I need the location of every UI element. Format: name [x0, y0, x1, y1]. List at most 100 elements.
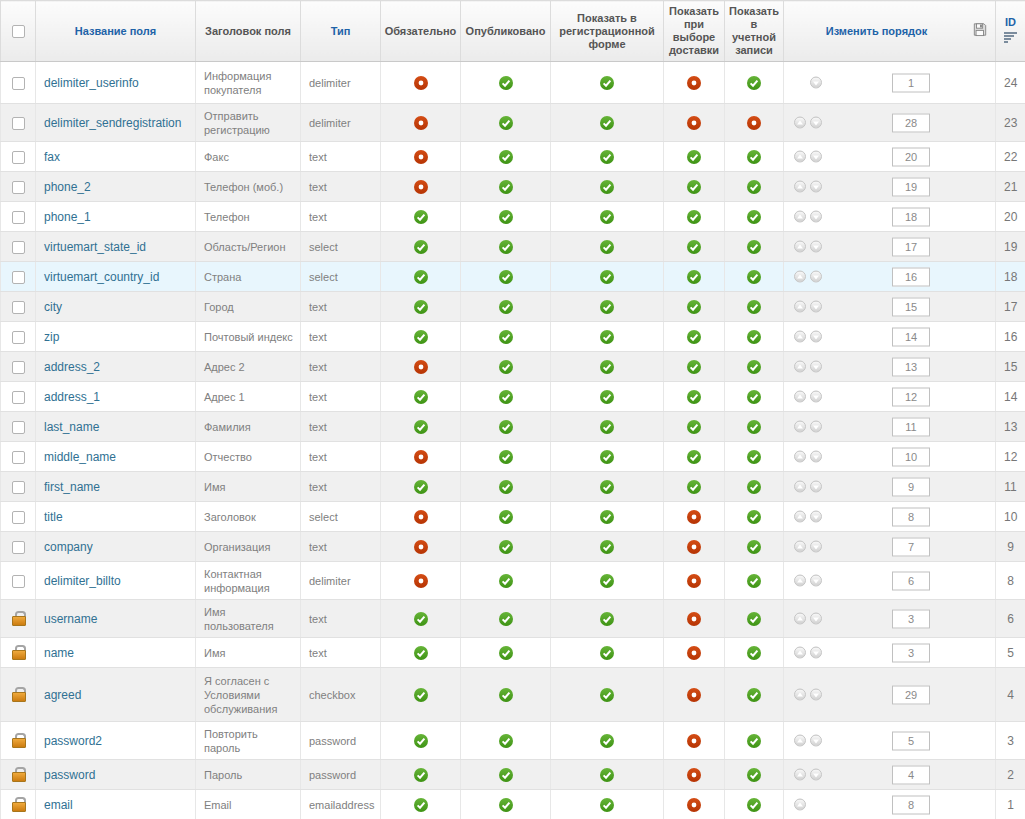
order-input[interactable] [892, 73, 930, 92]
published-icon[interactable] [687, 180, 701, 192]
published-icon[interactable] [499, 270, 513, 282]
published-icon[interactable] [499, 330, 513, 342]
move-up-icon[interactable] [794, 646, 806, 658]
published-icon[interactable] [600, 180, 614, 192]
field-name-link[interactable]: password2 [44, 734, 102, 748]
move-down-icon[interactable] [810, 270, 822, 282]
published-icon[interactable] [600, 510, 614, 522]
published-icon[interactable] [747, 450, 761, 462]
move-up-icon[interactable] [794, 180, 806, 192]
row-checkbox[interactable] [12, 541, 25, 554]
header-id[interactable]: ID [996, 1, 1025, 62]
row-checkbox[interactable] [12, 181, 25, 194]
order-input[interactable] [892, 237, 930, 256]
field-name-link[interactable]: agreed [44, 688, 81, 702]
unpublished-icon[interactable] [414, 450, 428, 462]
row-checkbox[interactable] [12, 391, 25, 404]
published-icon[interactable] [499, 240, 513, 252]
published-icon[interactable] [600, 768, 614, 780]
published-icon[interactable] [687, 390, 701, 402]
move-down-icon[interactable] [810, 360, 822, 372]
published-icon[interactable] [747, 798, 761, 810]
row-checkbox[interactable] [12, 575, 25, 588]
move-up-icon[interactable] [794, 270, 806, 282]
published-icon[interactable] [747, 420, 761, 432]
published-icon[interactable] [414, 330, 428, 342]
published-icon[interactable] [499, 480, 513, 492]
row-checkbox[interactable] [12, 271, 25, 284]
published-icon[interactable] [600, 116, 614, 128]
order-input[interactable] [892, 147, 930, 166]
move-up-icon[interactable] [794, 688, 806, 700]
row-checkbox[interactable] [12, 211, 25, 224]
row-checkbox[interactable] [12, 331, 25, 344]
published-icon[interactable] [747, 390, 761, 402]
move-down-icon[interactable] [810, 180, 822, 192]
row-checkbox[interactable] [12, 151, 25, 164]
field-name-link[interactable]: address_2 [44, 360, 100, 374]
unpublished-icon[interactable] [414, 76, 428, 88]
order-input[interactable] [892, 765, 930, 784]
header-field-name[interactable]: Название поля [36, 1, 196, 62]
move-down-icon[interactable] [810, 612, 822, 624]
order-input[interactable] [892, 327, 930, 346]
published-icon[interactable] [747, 688, 761, 700]
published-icon[interactable] [414, 270, 428, 282]
published-icon[interactable] [600, 646, 614, 658]
move-up-icon[interactable] [794, 116, 806, 128]
published-icon[interactable] [600, 420, 614, 432]
published-icon[interactable] [499, 646, 513, 658]
header-order-label[interactable]: Изменить порядок [826, 25, 928, 37]
move-down-icon[interactable] [810, 768, 822, 780]
published-icon[interactable] [600, 210, 614, 222]
published-icon[interactable] [747, 734, 761, 746]
field-name-link[interactable]: virtuemart_country_id [44, 270, 159, 284]
select-all-checkbox[interactable] [12, 25, 25, 38]
move-up-icon[interactable] [794, 510, 806, 522]
published-icon[interactable] [600, 574, 614, 586]
published-icon[interactable] [499, 116, 513, 128]
published-icon[interactable] [687, 300, 701, 312]
move-up-icon[interactable] [794, 540, 806, 552]
field-name-link[interactable]: company [44, 540, 93, 554]
move-down-icon[interactable] [810, 480, 822, 492]
published-icon[interactable] [747, 480, 761, 492]
field-name-link[interactable]: delimiter_sendregistration [44, 116, 181, 130]
published-icon[interactable] [499, 390, 513, 402]
move-up-icon[interactable] [794, 390, 806, 402]
move-down-icon[interactable] [810, 76, 822, 88]
published-icon[interactable] [499, 734, 513, 746]
order-input[interactable] [892, 507, 930, 526]
published-icon[interactable] [687, 210, 701, 222]
row-checkbox[interactable] [12, 241, 25, 254]
published-icon[interactable] [747, 300, 761, 312]
unpublished-icon[interactable] [414, 574, 428, 586]
header-type[interactable]: Тип [301, 1, 381, 62]
published-icon[interactable] [747, 180, 761, 192]
published-icon[interactable] [600, 450, 614, 462]
unpublished-icon[interactable] [687, 612, 701, 624]
published-icon[interactable] [499, 180, 513, 192]
published-icon[interactable] [414, 420, 428, 432]
published-icon[interactable] [747, 574, 761, 586]
move-up-icon[interactable] [794, 734, 806, 746]
move-up-icon[interactable] [794, 330, 806, 342]
move-up-icon[interactable] [794, 210, 806, 222]
move-up-icon[interactable] [794, 450, 806, 462]
move-down-icon[interactable] [810, 210, 822, 222]
unpublished-icon[interactable] [687, 540, 701, 552]
field-name-link[interactable]: virtuemart_state_id [44, 240, 146, 254]
row-checkbox[interactable] [12, 451, 25, 464]
unpublished-icon[interactable] [414, 116, 428, 128]
move-up-icon[interactable] [794, 798, 806, 810]
field-name-link[interactable]: name [44, 646, 74, 660]
published-icon[interactable] [600, 150, 614, 162]
published-icon[interactable] [414, 798, 428, 810]
field-name-link[interactable]: delimiter_userinfo [44, 76, 139, 90]
move-up-icon[interactable] [794, 612, 806, 624]
published-icon[interactable] [414, 480, 428, 492]
published-icon[interactable] [499, 360, 513, 372]
order-input[interactable] [892, 207, 930, 226]
move-down-icon[interactable] [810, 150, 822, 162]
published-icon[interactable] [414, 612, 428, 624]
